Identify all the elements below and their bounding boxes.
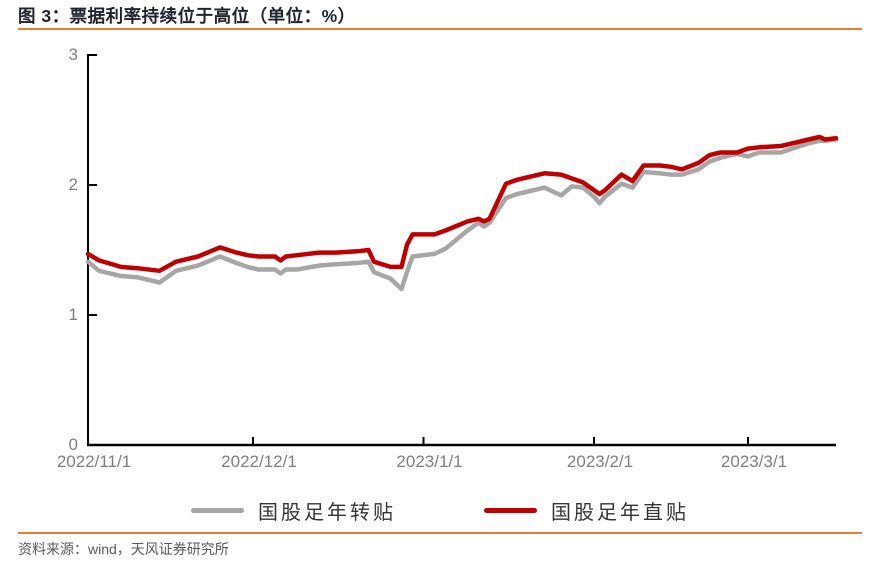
chart-legend: 国股足年转贴 国股足年直贴 [0,496,880,525]
y-axis-tick-label: 0 [68,435,78,454]
page-title: 图 3：票据利率持续位于高位（单位：%） [18,6,356,26]
data-source-note: 资料来源：wind，天风证券研究所 [18,541,229,557]
title-divider-rule [18,28,862,30]
legend-item-zhitie: 国股足年直贴 [484,496,689,525]
x-axis-tick-label: 2022/12/1 [221,452,297,471]
series-line-0 [85,137,839,292]
x-axis-tick-label: 2022/11/1 [56,452,132,471]
series-line-1 [85,134,839,274]
x-axis-tick-label: 2023/1/1 [396,452,463,471]
y-axis-tick-label: 1 [68,305,78,324]
y-axis-tick-label: 3 [68,45,78,64]
y-axis-tick-label: 2 [68,175,78,194]
legend-item-zhuantie: 国股足年转贴 [191,496,396,525]
x-axis-tick-label: 2023/3/1 [720,452,788,471]
x-axis-tick-label: 2023/2/1 [566,452,634,471]
footer-divider-rule [18,532,862,534]
legend-label: 国股足年直贴 [551,500,689,524]
legend-label: 国股足年转贴 [258,500,396,524]
red-line-swatch-icon [484,508,537,513]
gray-line-swatch-icon [191,508,244,513]
